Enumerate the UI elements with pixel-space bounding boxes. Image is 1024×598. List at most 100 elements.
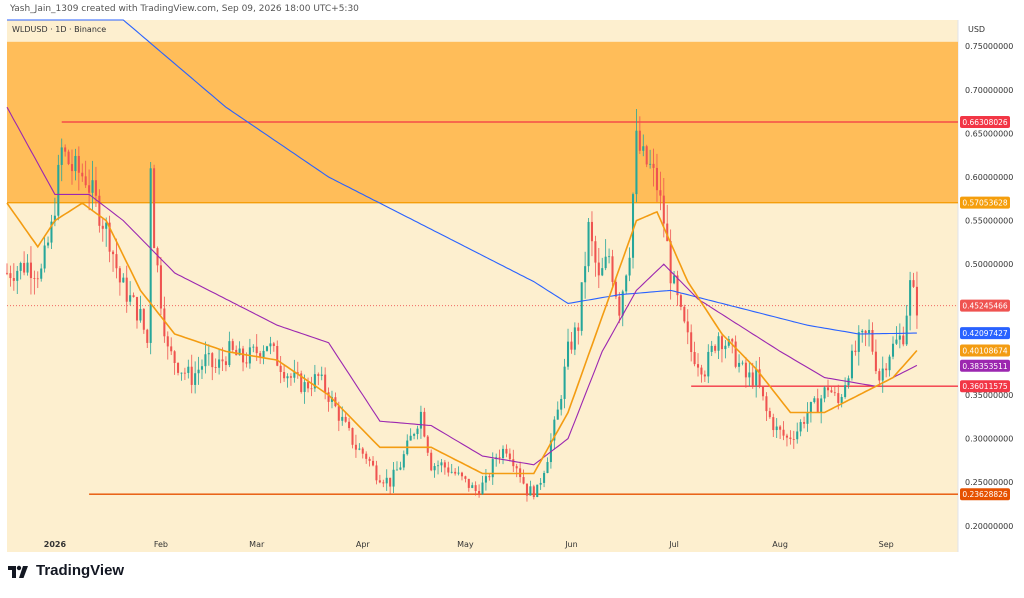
candle-body[interactable] [587, 221, 590, 267]
candle-body[interactable] [481, 482, 484, 495]
candle-body[interactable] [618, 296, 621, 316]
candle-body[interactable] [324, 374, 327, 393]
candle-body[interactable] [389, 477, 392, 487]
candle-body[interactable] [597, 262, 600, 276]
candle-body[interactable] [307, 382, 310, 389]
candle-body[interactable] [820, 398, 823, 413]
candle-body[interactable] [399, 467, 402, 470]
candle-body[interactable] [276, 346, 279, 366]
candle-body[interactable] [792, 439, 795, 440]
candle-body[interactable] [635, 130, 638, 195]
candle-body[interactable] [64, 147, 67, 152]
candle-body[interactable] [40, 268, 43, 279]
candle-body[interactable] [194, 373, 197, 385]
candle-body[interactable] [60, 147, 63, 165]
candle-body[interactable] [683, 306, 686, 322]
candle-body[interactable] [840, 397, 843, 403]
candle-body[interactable] [666, 223, 669, 242]
candle-body[interactable] [902, 335, 905, 345]
candle-body[interactable] [108, 222, 111, 252]
candle-body[interactable] [751, 372, 754, 386]
candle-body[interactable] [252, 346, 255, 348]
candle-body[interactable] [413, 434, 416, 436]
candle-body[interactable] [382, 482, 385, 484]
candle-body[interactable] [375, 465, 378, 481]
candle-body[interactable] [895, 339, 898, 344]
candle-body[interactable] [105, 222, 108, 229]
candle-body[interactable] [724, 345, 727, 350]
candle-body[interactable] [891, 343, 895, 357]
candle-body[interactable] [344, 416, 347, 422]
candle-body[interactable] [837, 393, 840, 403]
candle-body[interactable] [830, 390, 833, 393]
candle-body[interactable] [864, 330, 867, 334]
candle-body[interactable] [365, 453, 368, 459]
candle-body[interactable] [625, 275, 628, 292]
candle-body[interactable] [467, 478, 470, 488]
candle-body[interactable] [577, 327, 580, 331]
candle-body[interactable] [392, 469, 395, 487]
candle-body[interactable] [231, 341, 234, 350]
candle-body[interactable] [861, 330, 864, 333]
candle-body[interactable] [187, 366, 190, 373]
candle-body[interactable] [262, 350, 265, 358]
candle-body[interactable] [854, 350, 857, 352]
candle-body[interactable] [19, 263, 22, 271]
candle-body[interactable] [129, 295, 132, 302]
candle-body[interactable] [850, 350, 853, 379]
candle-body[interactable] [779, 426, 782, 430]
candle-body[interactable] [426, 436, 429, 453]
candle-body[interactable] [659, 190, 662, 196]
candle-body[interactable] [484, 476, 487, 483]
candle-body[interactable] [166, 336, 169, 347]
candle-body[interactable] [584, 266, 587, 283]
candle-body[interactable] [638, 130, 641, 151]
candle-body[interactable] [833, 392, 836, 394]
candle-body[interactable] [655, 167, 658, 191]
candle-body[interactable] [686, 321, 689, 333]
candle-body[interactable] [94, 180, 97, 196]
candle-body[interactable] [416, 428, 419, 435]
candle-body[interactable] [768, 411, 771, 418]
candle-body[interactable] [734, 341, 737, 367]
candle-body[interactable] [464, 476, 467, 479]
candle-body[interactable] [112, 251, 115, 255]
candle-body[interactable] [122, 277, 125, 283]
candle-body[interactable] [642, 146, 645, 151]
candle-body[interactable] [57, 164, 60, 216]
candle-body[interactable] [471, 485, 474, 488]
candle-body[interactable] [450, 471, 453, 473]
candle-body[interactable] [101, 225, 104, 229]
candle-body[interactable] [53, 215, 56, 222]
candle-body[interactable] [211, 353, 214, 368]
candle-body[interactable] [77, 155, 80, 173]
candle-body[interactable] [29, 262, 32, 279]
candle-body[interactable] [878, 371, 881, 381]
candle-body[interactable] [142, 308, 145, 330]
candle-body[interactable] [430, 452, 433, 471]
candle-body[interactable] [690, 332, 693, 353]
candle-body[interactable] [177, 363, 180, 373]
candle-body[interactable] [460, 472, 464, 477]
candle-body[interactable] [149, 168, 152, 343]
candle-body[interactable] [573, 327, 576, 350]
candle-body[interactable] [81, 172, 84, 177]
candle-body[interactable] [772, 417, 775, 431]
candle-body[interactable] [385, 477, 388, 484]
candle-body[interactable] [433, 466, 436, 471]
candle-body[interactable] [505, 448, 508, 454]
candle-body[interactable] [327, 392, 330, 402]
candle-body[interactable] [180, 372, 183, 374]
candle-body[interactable] [437, 465, 440, 467]
candle-body[interactable] [621, 291, 624, 316]
tradingview-logo[interactable]: TradingView [8, 562, 124, 579]
candle-body[interactable] [303, 382, 306, 392]
candle-body[interactable] [354, 444, 357, 450]
candle-body[interactable] [214, 367, 217, 368]
candle-body[interactable] [320, 374, 323, 376]
candle-body[interactable] [245, 362, 248, 364]
candle-body[interactable] [207, 353, 210, 355]
candle-body[interactable] [714, 345, 717, 351]
candle-body[interactable] [874, 351, 877, 372]
candle-body[interactable] [33, 278, 36, 279]
